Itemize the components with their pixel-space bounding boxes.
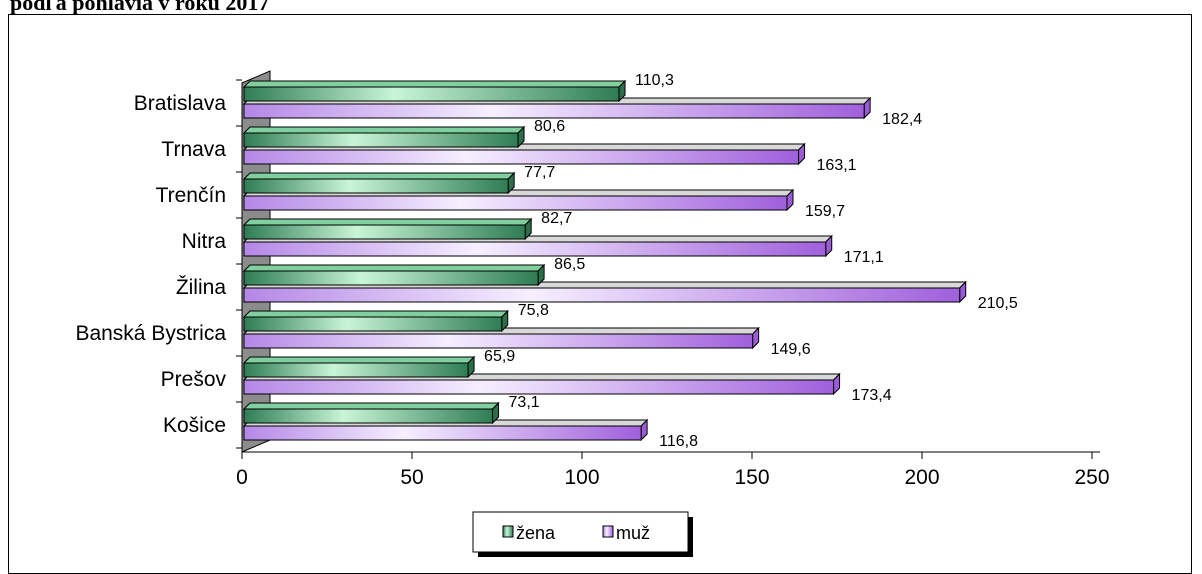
legend-swatch-muz <box>602 525 614 538</box>
data-label-zena: 73,1 <box>509 394 540 411</box>
bar-muz-zilina <box>242 280 967 304</box>
x-tick-label: 200 <box>904 466 939 489</box>
data-label-zena: 75,8 <box>518 302 549 319</box>
data-label-muz: 159,7 <box>805 203 845 220</box>
data-label-muz: 182,4 <box>882 111 922 128</box>
data-label-zena: 82,7 <box>541 210 572 227</box>
bar-zena-trencin <box>242 171 516 195</box>
bar-front-face <box>243 316 503 332</box>
bar-top-face <box>242 356 476 364</box>
x-tick-label: 250 <box>1074 466 1109 489</box>
bar-zena-bratislava <box>242 79 627 103</box>
data-label-muz: 210,5 <box>978 295 1018 312</box>
legend: žena muž <box>472 511 693 557</box>
bar-front-face <box>243 195 788 211</box>
bar-front-face <box>243 103 865 119</box>
data-label-muz: 173,4 <box>852 387 892 404</box>
bar-zena-kosice <box>242 401 500 425</box>
data-label-muz: 163,1 <box>817 157 857 174</box>
x-tick-label: 150 <box>734 466 769 489</box>
x-tick-label: 100 <box>564 466 599 489</box>
bar-front-face <box>243 149 800 165</box>
bar-top-face <box>242 264 546 272</box>
data-label-zena: 110,3 <box>635 72 674 89</box>
category-axis: Bratislava Trnava Trenčín Nitra Žilina Banská… <box>75 92 226 437</box>
category-label: Košice <box>163 414 226 437</box>
bar-zena-trnava <box>242 125 526 149</box>
data-label-zena: 77,7 <box>524 164 555 181</box>
bar-zena-banska-bystrica <box>242 309 509 333</box>
legend-swatch-zena <box>502 525 514 538</box>
category-label: Žilina <box>176 276 227 299</box>
data-label-zena: 80,6 <box>534 118 565 135</box>
bar-front-face <box>243 224 526 240</box>
bar-front-face <box>243 362 469 378</box>
bar-front-face <box>243 333 754 349</box>
data-label-zena: 86,5 <box>554 256 585 273</box>
category-label: Nitra <box>182 230 227 253</box>
bar-top-face <box>242 310 509 318</box>
bar-top-face <box>242 126 526 134</box>
bar-zena-nitra <box>242 217 533 241</box>
legend-label-zena: žena <box>516 523 556 543</box>
bars: 110,3 182,4 80,6 163,1 77,7 159,7 82,7 171,1 86,… <box>242 72 1018 450</box>
bar-front-face <box>243 178 509 194</box>
chart-title: podľa pohlavia v roku 2017 <box>10 0 270 15</box>
bar-top-face <box>242 172 516 180</box>
category-label: Banská Bystrica <box>75 322 226 345</box>
bar-front-face <box>243 287 961 303</box>
category-label: Prešov <box>161 368 227 391</box>
x-tick-label: 0 <box>236 466 248 489</box>
bar-front-face <box>243 241 827 257</box>
bar-front-face <box>243 132 519 148</box>
bar-front-face <box>243 425 642 441</box>
bar-front-face <box>243 379 835 395</box>
bar-front-face <box>243 86 620 102</box>
category-label: Trnava <box>161 138 226 161</box>
category-label: Bratislava <box>134 92 227 115</box>
bar-zena-presov <box>242 355 476 379</box>
data-label-muz: 149,6 <box>771 341 811 358</box>
data-label-zena: 65,9 <box>484 348 515 365</box>
bar-top-face <box>242 80 627 88</box>
bar-front-face <box>243 408 494 424</box>
bar-muz-trencin <box>242 188 795 212</box>
bar-top-face <box>242 402 500 410</box>
category-label: Trenčín <box>156 184 226 207</box>
x-axis: 0 50 100 150 200 250 <box>236 79 1110 489</box>
bar-top-face <box>242 218 533 226</box>
data-label-muz: 171,1 <box>844 249 884 266</box>
x-tick-label: 50 <box>400 466 423 489</box>
legend-label-muz: muž <box>616 523 650 543</box>
bar-front-face <box>243 270 539 286</box>
data-label-muz: 116,8 <box>659 433 698 450</box>
bar-zena-zilina <box>242 263 546 287</box>
